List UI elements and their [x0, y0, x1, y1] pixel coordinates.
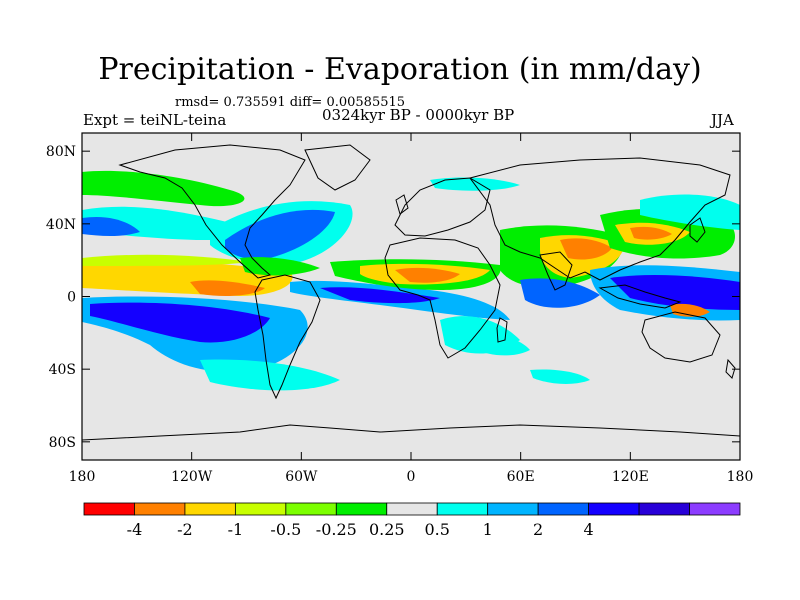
colorbar-label: -0.25: [316, 520, 357, 539]
lat-tick-label: 40S: [49, 362, 76, 378]
coast-maritime-continent: [598, 284, 682, 309]
region-caribbean-green: [240, 257, 320, 276]
coast-europe: [394, 177, 491, 237]
colorbar-label: 4: [584, 520, 594, 539]
colorbar-label: 2: [533, 520, 543, 539]
region-south-pacific-cyan: [200, 359, 340, 391]
axis-ticks: 80N 40N 0 40S 80S 180 120W 60W 0 60E 120E 180: [46, 133, 753, 485]
coast-north-america: [118, 144, 306, 279]
coast-greenland: [304, 144, 371, 191]
colorbar-label: 0.25: [369, 520, 405, 539]
experiment-label: Expt = teiNL-teina: [83, 111, 227, 129]
region-north-pacific-green: [82, 170, 245, 207]
lon-tick-label: 120W: [171, 469, 213, 485]
region-pacific-dry-core: [190, 280, 265, 296]
coastlines: [82, 144, 740, 441]
coast-madagascar: [496, 317, 508, 343]
lat-tick-label: 80S: [49, 435, 76, 451]
colorbar-swatch: [184, 502, 236, 516]
colorbar-label: 0.5: [425, 520, 450, 539]
region-south-atlantic-cyan: [470, 334, 530, 356]
coast-antarctica: [82, 424, 740, 441]
chart-title: Precipitation - Evaporation (in mm/day): [98, 52, 702, 87]
colorbar-swatch: [689, 502, 741, 516]
region-pacific-green-band: [82, 254, 250, 266]
season-label: JJA: [711, 111, 734, 129]
coast-africa: [384, 237, 501, 359]
colorbar-swatch: [588, 502, 640, 516]
region-east-asia-dry: [630, 226, 672, 240]
lon-tick-label: 60E: [507, 469, 535, 485]
region-west-africa-dry: [395, 267, 460, 283]
colorbar: -4 -2 -1 -0.5 -0.25 0.25 0.5 1 2 4: [83, 502, 741, 539]
coast-new-zealand: [725, 358, 736, 379]
colorbar-swatch: [638, 502, 690, 516]
lat-tick-label: 0: [67, 290, 76, 306]
colorbar-swatch: [386, 502, 438, 516]
colorbar-swatch: [83, 502, 135, 516]
lon-tick-label: 120E: [612, 469, 649, 485]
lon-tick-label: 180: [69, 469, 96, 485]
colorbar-swatch: [234, 502, 287, 516]
colorbar-swatch: [335, 502, 388, 516]
region-west-pacific-dry: [670, 303, 710, 317]
region-equatorial-atlantic-core: [320, 287, 440, 304]
coast-australia: [641, 311, 721, 363]
coast-south-america: [254, 274, 321, 400]
anomaly-field: [82, 170, 740, 391]
coast-asia: [469, 157, 731, 281]
colorbar-label: -1: [228, 520, 244, 539]
stats-label: rmsd= 0.735591 diff= 0.00585515: [175, 95, 406, 110]
region-east-pacific-blue: [82, 216, 140, 236]
colorbar-swatch: [537, 502, 590, 516]
colorbar-label: -2: [177, 520, 193, 539]
period-label: 0324kyr BP - 0000kyr BP: [322, 106, 515, 124]
coast-india: [539, 251, 573, 291]
colorbar-label: -4: [127, 520, 143, 539]
region-south-pacific-wet-inner: [90, 302, 270, 343]
lat-tick-label: 40N: [46, 217, 76, 233]
region-west-pacific-cyan: [640, 194, 740, 230]
coast-japan: [689, 217, 706, 243]
region-south-ocean-cyan: [530, 369, 590, 384]
colorbar-swatch: [487, 502, 539, 516]
region-indian-ocean-blue: [520, 278, 600, 308]
colorbar-swatch: [134, 502, 186, 516]
lon-tick-label: 60W: [285, 469, 318, 485]
region-asia-dry: [560, 238, 612, 260]
coast-british-isles: [395, 194, 409, 215]
colorbar-label: 1: [483, 520, 493, 539]
lon-tick-label: 180: [727, 469, 754, 485]
region-north-atlantic-wet: [225, 209, 335, 260]
lat-tick-label: 80N: [46, 144, 76, 160]
colorbar-label: -0.5: [270, 520, 301, 539]
colorbar-swatch: [436, 502, 489, 516]
colorbar-swatch: [285, 502, 337, 516]
lon-tick-label: 0: [407, 469, 416, 485]
region-western-pacific-wet: [610, 275, 740, 310]
